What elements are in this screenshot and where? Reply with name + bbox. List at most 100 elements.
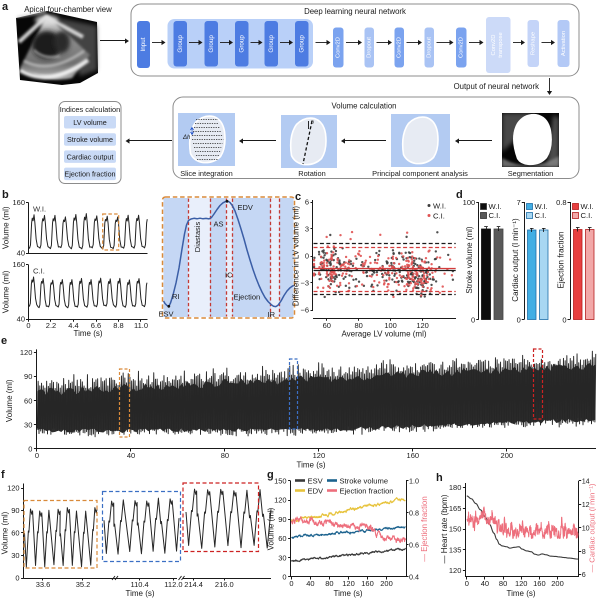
svg-text:40: 40 (17, 315, 25, 324)
svg-text:Stroke volume (ml): Stroke volume (ml) (465, 226, 474, 293)
svg-text:60: 60 (278, 534, 286, 543)
svg-text:60: 60 (11, 529, 19, 538)
svg-text:ESV: ESV (308, 477, 324, 486)
svg-text:30: 30 (11, 551, 19, 560)
svg-text:Conv2D: Conv2D (397, 37, 403, 58)
svg-text:120: 120 (342, 579, 355, 588)
svg-text:Time (s): Time (s) (296, 461, 325, 470)
svg-text:Group: Group (298, 35, 305, 53)
svg-text:0: 0 (562, 316, 566, 325)
svg-text:Group: Group (208, 35, 215, 53)
svg-text:90: 90 (11, 506, 19, 515)
svg-text:80: 80 (325, 579, 333, 588)
svg-text:W.I.: W.I. (581, 202, 594, 211)
svg-text:Stroke volume: Stroke volume (340, 477, 389, 486)
svg-text:Conv2D: Conv2D (336, 37, 342, 58)
svg-text:a: a (2, 1, 9, 13)
svg-text:h: h (436, 472, 443, 484)
svg-text:C.I.: C.I. (489, 211, 501, 220)
svg-text:100: 100 (384, 321, 397, 330)
svg-text:1.0: 1.0 (409, 477, 419, 486)
svg-text:W.I.: W.I. (33, 205, 46, 214)
svg-text:100: 100 (463, 198, 476, 207)
svg-text:C.I.: C.I. (433, 212, 445, 221)
svg-text:135: 135 (449, 545, 462, 554)
svg-text:Time (s): Time (s) (333, 589, 362, 598)
svg-text:W.I.: W.I. (535, 202, 548, 211)
svg-text:AS: AS (214, 220, 224, 229)
svg-text:0.8: 0.8 (409, 509, 419, 518)
svg-text:160: 160 (12, 198, 25, 207)
svg-text:120: 120 (416, 321, 429, 330)
svg-text:6: 6 (305, 198, 309, 207)
svg-text:0.8: 0.8 (556, 198, 566, 207)
svg-text:Volume (ml): Volume (ml) (1, 511, 10, 554)
svg-text:80: 80 (355, 321, 363, 330)
svg-text:80: 80 (221, 451, 229, 460)
svg-text:Input: Input (140, 37, 147, 51)
svg-text:14: 14 (582, 476, 590, 485)
svg-text:11.0: 11.0 (134, 321, 148, 330)
svg-text:θ: θ (311, 120, 314, 126)
svg-text:216.0: 216.0 (215, 580, 234, 589)
svg-text:0: 0 (289, 579, 293, 588)
svg-text:200: 200 (380, 579, 393, 588)
svg-text:8.8: 8.8 (113, 321, 123, 330)
svg-text:120: 120 (449, 566, 462, 575)
svg-text:LV volume: LV volume (73, 118, 106, 127)
svg-text:35.2: 35.2 (76, 580, 91, 589)
svg-text:0: 0 (465, 579, 469, 588)
svg-text:160: 160 (533, 579, 546, 588)
svg-text:W.I.: W.I. (433, 202, 446, 211)
svg-text:−3: −3 (300, 279, 309, 288)
svg-text:g: g (267, 469, 274, 481)
svg-text:C.I.: C.I. (581, 211, 593, 220)
svg-text:Difference in LV volume (ml): Difference in LV volume (ml) (292, 206, 301, 307)
svg-text:— Ejection fraction: — Ejection fraction (420, 496, 429, 561)
svg-text:80: 80 (499, 579, 507, 588)
svg-text:120: 120 (515, 579, 528, 588)
svg-text:−6: −6 (300, 306, 309, 315)
svg-text:Ejection fraction: Ejection fraction (557, 232, 566, 289)
svg-text:Δh: Δh (182, 135, 191, 141)
svg-text:4.4: 4.4 (68, 321, 78, 330)
svg-text:120: 120 (20, 348, 33, 357)
svg-text:40: 40 (481, 579, 489, 588)
svg-text:120: 120 (274, 496, 287, 505)
svg-text:6.6: 6.6 (91, 321, 101, 330)
svg-text:0.6: 0.6 (409, 541, 419, 550)
svg-text:Rotation: Rotation (298, 169, 326, 178)
svg-text:Ejection fraction: Ejection fraction (64, 170, 115, 179)
svg-text:EDV: EDV (308, 487, 325, 496)
svg-text:8: 8 (582, 547, 586, 556)
svg-text:Principal component analysis: Principal component analysis (372, 169, 468, 178)
svg-text:W.I.: W.I. (489, 202, 502, 211)
svg-text:Time (s): Time (s) (73, 329, 102, 338)
svg-text:0: 0 (26, 321, 30, 330)
svg-text:C.I.: C.I. (535, 211, 547, 220)
svg-text:Volume (ml): Volume (ml) (2, 206, 11, 249)
svg-text:Output of neural network: Output of neural network (454, 82, 539, 91)
svg-text:33.6: 33.6 (36, 580, 51, 589)
svg-text:Volume (ml): Volume (ml) (5, 379, 14, 422)
svg-text:60: 60 (24, 396, 32, 405)
svg-text:120: 120 (7, 484, 20, 493)
svg-text:Conv2D: Conv2D (459, 37, 465, 58)
svg-text:EDV: EDV (238, 203, 253, 212)
svg-text:0: 0 (517, 316, 521, 325)
svg-text:0: 0 (282, 573, 286, 582)
svg-text:Deep learning neural network: Deep learning neural network (304, 7, 406, 16)
svg-text:Cardiac output (l min⁻¹): Cardiac output (l min⁻¹) (511, 218, 520, 302)
svg-text:180: 180 (449, 483, 462, 492)
svg-text:b: b (2, 189, 9, 201)
svg-text:Reshape: Reshape (531, 32, 537, 55)
svg-text:0.4: 0.4 (409, 573, 419, 582)
svg-text:10: 10 (582, 523, 590, 532)
svg-text:Average LV volume (ml): Average LV volume (ml) (341, 330, 426, 339)
svg-text:Activation: Activation (561, 31, 567, 56)
svg-text:Stroke volume: Stroke volume (67, 135, 113, 144)
svg-text:0: 0 (471, 316, 475, 325)
svg-text:90: 90 (24, 372, 32, 381)
svg-text:30: 30 (24, 420, 32, 429)
svg-text:214.4: 214.4 (184, 580, 203, 589)
